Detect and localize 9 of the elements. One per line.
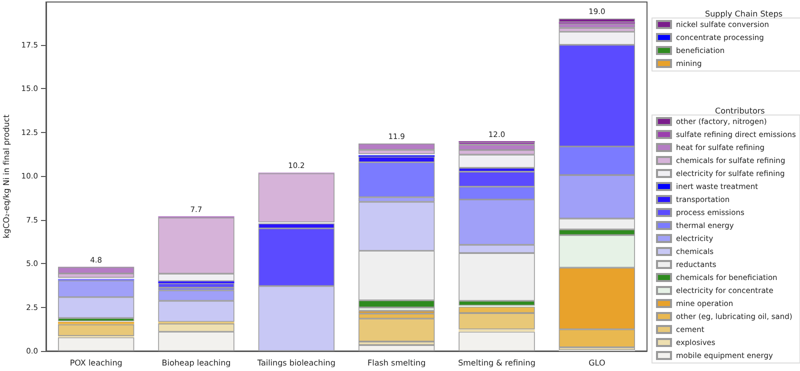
x-tick-label: Flash smelting (368, 358, 426, 368)
x-tick-label: Smelting & refining (458, 358, 536, 368)
y-axis-title: kgCO₂-eq/kg Ni in final product (2, 114, 11, 238)
x-tick-label: Bioheap leaching (162, 358, 231, 368)
x-tick-label: POX leaching (70, 358, 122, 368)
legend-title: Contributors (715, 106, 765, 116)
text: Supply Chain Steps (705, 10, 783, 18)
x-tick-label: GLO (588, 358, 606, 368)
x-tick-label: Tailings bioleaching (256, 358, 336, 368)
